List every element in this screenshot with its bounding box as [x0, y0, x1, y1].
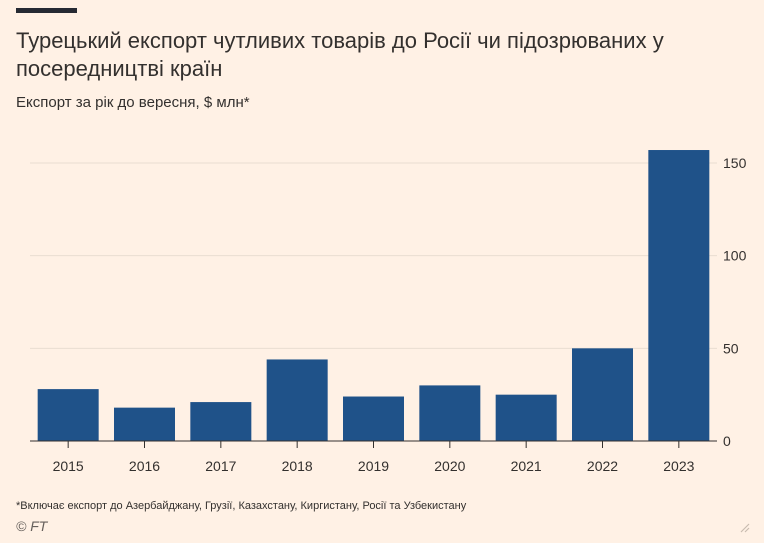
x-tick-label: 2021: [511, 458, 542, 474]
footnote: *Включає експорт до Азербайджану, Грузії…: [16, 500, 467, 512]
y-tick-label: 150: [723, 155, 747, 171]
y-tick-label: 0: [723, 433, 731, 449]
x-tick-label: 2015: [53, 458, 84, 474]
brand-bar: [16, 8, 77, 13]
x-tick-label: 2017: [205, 458, 236, 474]
bar-2017: [190, 402, 252, 441]
y-tick-label: 50: [723, 340, 739, 356]
bar-2019: [343, 396, 404, 441]
x-tick-label: 2018: [282, 458, 313, 474]
x-tick-label: 2023: [663, 458, 694, 474]
bar-2023: [648, 150, 710, 441]
resize-grip-icon: [740, 523, 750, 533]
bar-2018: [266, 359, 328, 441]
x-tick-label: 2022: [587, 458, 618, 474]
bar-2020: [419, 385, 481, 441]
bar-2022: [572, 348, 633, 441]
y-tick-label: 100: [723, 248, 747, 264]
x-tick-label: 2019: [358, 458, 389, 474]
bar-2015: [37, 389, 99, 441]
chart-title: Турецький експорт чутливих товарів до Ро…: [16, 28, 664, 81]
x-tick-label: 2020: [434, 458, 465, 474]
chart-subtitle: Експорт за рік до вересня, $ млн*: [16, 94, 250, 111]
source-credit: © FT: [16, 518, 48, 534]
x-tick-label: 2016: [129, 458, 160, 474]
bar-2016: [114, 407, 175, 441]
bar-2021: [495, 394, 557, 441]
